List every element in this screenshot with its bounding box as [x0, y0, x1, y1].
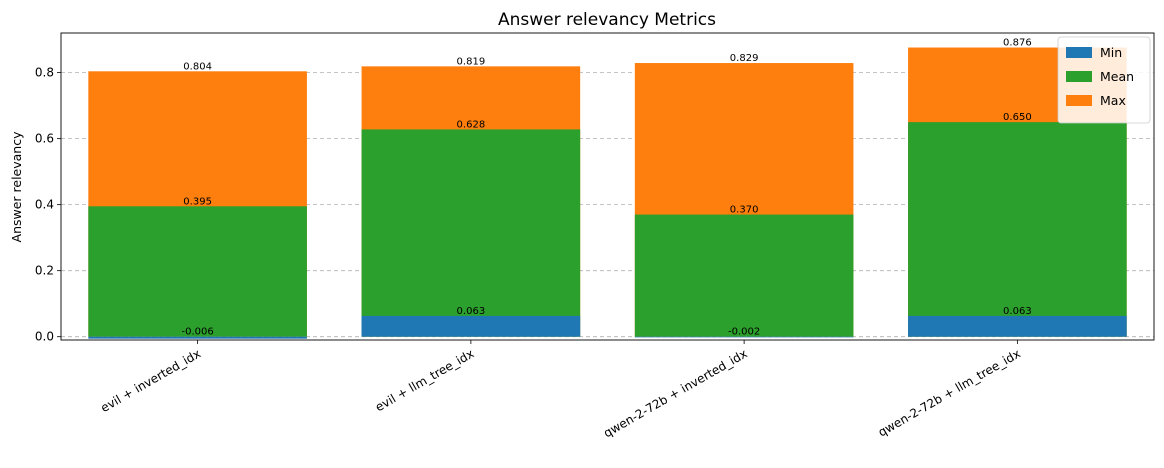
legend-label-max: Max [1100, 93, 1126, 108]
x-tick-label: evil + llm_tree_idx [373, 346, 476, 414]
data-label-max: 0.819 [457, 56, 486, 67]
data-label-min: -0.002 [728, 327, 760, 338]
y-tick-label: 0.0 [35, 330, 54, 344]
x-tick-label: qwen-2-72b + llm_tree_idx [876, 346, 1023, 439]
legend-swatch-mean [1066, 71, 1092, 82]
bar-mean [634, 214, 854, 337]
data-label-mean: 0.370 [730, 205, 759, 216]
y-tick-label: 0.6 [35, 132, 54, 146]
bar-min [361, 315, 581, 337]
y-tick-label: 0.4 [35, 198, 54, 212]
legend-label-min: Min [1100, 45, 1122, 60]
data-label-mean: 0.650 [1003, 112, 1032, 123]
bar-mean [908, 122, 1127, 337]
data-label-min: -0.006 [182, 327, 214, 338]
data-label-max: 0.804 [183, 61, 212, 72]
x-tick-label: qwen-2-72b + inverted_idx [601, 346, 750, 440]
data-label-min: 0.063 [457, 306, 486, 317]
data-label-mean: 0.628 [457, 119, 486, 130]
data-label-max: 0.829 [730, 53, 759, 64]
data-label-mean: 0.395 [183, 196, 212, 207]
bar-min [908, 315, 1127, 337]
legend-swatch-min [1066, 47, 1092, 58]
value-labels-layer: -0.006 0.063 -0.002 0.063 0.395 0.628 0.370 0.6… [182, 38, 1032, 338]
legend-swatch-max [1066, 95, 1092, 106]
data-label-max: 0.876 [1003, 38, 1032, 49]
legend-label-mean: Mean [1100, 69, 1134, 84]
y-tick-label: 0.8 [35, 66, 54, 80]
data-label-min: 0.063 [1003, 306, 1032, 317]
bar-min [634, 336, 854, 338]
y-axis-label: Answer relevancy [9, 131, 24, 243]
plot-frame [60, 32, 1155, 341]
bar-min [88, 336, 307, 339]
bars-layer [88, 47, 1127, 339]
chart-title: Answer relevancy Metrics [498, 10, 716, 30]
x-tick-label: evil + inverted_idx [98, 346, 203, 415]
bar-mean [361, 129, 581, 337]
legend: Min Mean Max [1057, 36, 1151, 124]
bar-mean [88, 206, 307, 337]
y-tick-label: 0.2 [35, 264, 54, 278]
